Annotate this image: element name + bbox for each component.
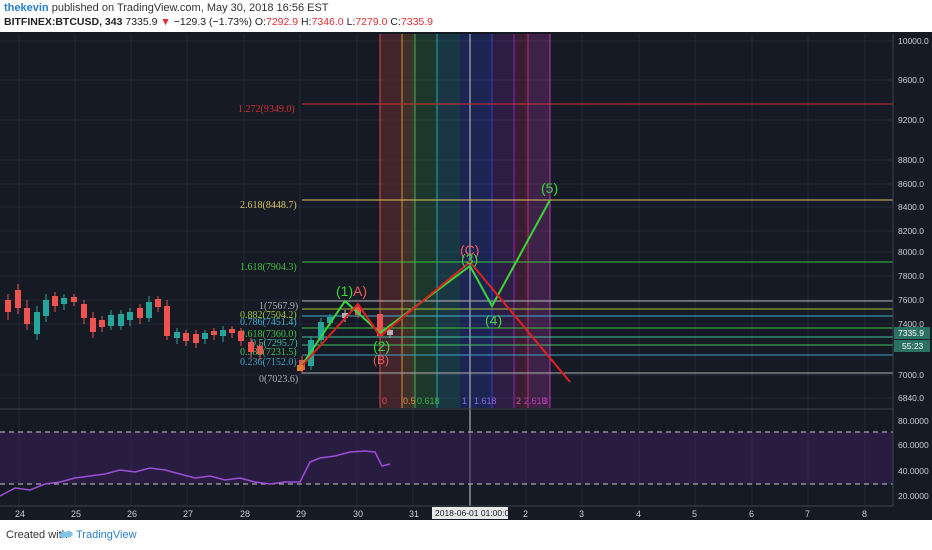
tradingview-link[interactable]: TradingView	[76, 529, 137, 541]
tz-label: 2.618	[524, 396, 547, 406]
tz-label: 0	[382, 396, 387, 406]
osc-tick: 60.0000	[898, 440, 929, 450]
author-link[interactable]: thekevin	[4, 2, 49, 14]
price-change: −129.3 (−1.73%)	[173, 16, 252, 28]
time-tick: 31	[409, 509, 419, 519]
price-tick: 7000.0	[898, 370, 924, 380]
time-tick: 4	[636, 509, 641, 519]
time-axis[interactable]: 24 25 26 27 28 29 30 31 2 3 4 5 6 7 8 20…	[0, 505, 932, 520]
last-price-tag	[894, 327, 930, 339]
price-tick: 8600.0	[898, 179, 924, 189]
price-tick: 8800.0	[898, 155, 924, 165]
footer: Created with TradingView	[0, 520, 932, 550]
high-value: 7346.0	[311, 16, 344, 28]
ohlc-line: BITFINEX:BTCUSD, 343 7335.9 ▼ −129.3 (−1…	[4, 16, 433, 28]
price-chart[interactable]: 0 0.5 0.618 1 1.618 2 2.618 3 1.272(9349…	[0, 32, 932, 520]
publish-line: thekevin published on TradingView.com, M…	[4, 2, 329, 14]
fib-label: 0.618(7360.0)	[240, 329, 297, 340]
chart-area[interactable]: 0 0.5 0.618 1 1.618 2 2.618 3 1.272(9349…	[0, 32, 932, 520]
low-label: L:	[346, 16, 356, 28]
wave-label-3: (3)	[461, 251, 478, 267]
fib-label: 0.882(7504.2)	[240, 310, 297, 321]
wave-label-b: (B)	[373, 353, 389, 367]
time-tick: 26	[127, 509, 137, 519]
fib-label: 0.382(7231.5)	[240, 347, 297, 358]
fib-label: 0.5(7295.7)	[251, 338, 298, 349]
tz-label: 0.618	[417, 396, 440, 406]
time-tick: 29	[296, 509, 306, 519]
price-tick: 8200.0	[898, 226, 924, 236]
wave-label-c: (C)	[460, 242, 479, 258]
time-tick: 7	[805, 509, 810, 519]
tz-label: 2	[516, 396, 521, 406]
wave-anchor	[297, 365, 303, 371]
fib-ext-label: 1.272(9349.0)	[238, 104, 295, 115]
published-text: published on TradingView.com, May 30, 20…	[51, 2, 329, 14]
time-tick: 28	[240, 509, 250, 519]
time-tick: 24	[15, 509, 25, 519]
wave-labels: (1) A) (2) (B) (C) (3) (4) (5)	[336, 180, 558, 367]
price-tick: 8000.0	[898, 247, 924, 257]
tz-label: 1.618	[474, 396, 497, 406]
high-label: H:	[301, 16, 312, 28]
grid-vertical	[18, 34, 866, 506]
time-tick: 2	[523, 509, 528, 519]
last-price: 7335.9	[125, 16, 158, 28]
close-value: 7335.9	[400, 16, 434, 28]
fib-retracement[interactable]: 1(7567.9) 0.882(7504.2) 0.786(7451.4) 0.…	[240, 300, 893, 385]
low-value: 7279.0	[355, 16, 388, 28]
time-tick: 8	[862, 509, 867, 519]
osc-tick: 80.0000	[898, 416, 929, 426]
osc-tick: 40.0000	[898, 466, 929, 476]
fib-label: 1(7567.9)	[259, 301, 298, 312]
tradingview-logo-icon	[59, 530, 73, 538]
countdown-tag	[894, 340, 930, 352]
wave-label-2: (2)	[373, 338, 390, 354]
correction-wave-line[interactable]	[299, 260, 571, 383]
down-arrow-icon: ▼	[160, 16, 171, 28]
fib-extension[interactable]: 1.272(9349.0) 2.618(8448.7) 1.618(7904.3…	[238, 103, 893, 273]
countdown-tag-text: 55:23	[902, 341, 924, 351]
open-label: O:	[254, 16, 266, 28]
price-axis[interactable]: 10000.0 9600.0 9200.0 8800.0 8600.0 8400…	[892, 34, 932, 506]
wave-label-a: A)	[353, 283, 367, 299]
fib-time-zone-labels: 0 0.5 0.618 1 1.618 2 2.618 3	[382, 396, 548, 406]
wave-label-4: (4)	[485, 312, 502, 328]
time-tick: 5	[692, 509, 697, 519]
fib-label: 0.236(7152.0)	[240, 357, 297, 368]
price-tick: 9600.0	[898, 75, 924, 85]
time-tick: 27	[183, 509, 193, 519]
chart-header: thekevin published on TradingView.com, M…	[0, 0, 932, 32]
price-tick: 7600.0	[898, 295, 924, 305]
time-tick: 30	[353, 509, 363, 519]
crosshair-time-text: 2018-06-01 01:00:00	[435, 508, 514, 518]
osc-tick: 20.0000	[898, 491, 929, 501]
fib-ext-label: 2.618(8448.7)	[240, 200, 297, 211]
fib-label: 0.786(7451.4)	[240, 317, 297, 328]
wave-label-1: (1)	[336, 283, 353, 299]
time-tick: 3	[579, 509, 584, 519]
price-tick: 7800.0	[898, 271, 924, 281]
fib-ext-label: 1.618(7904.3)	[240, 262, 297, 273]
wave-label-5: (5)	[541, 180, 558, 196]
last-price-tag-text: 7335.9	[898, 328, 924, 338]
symbol-label[interactable]: BITFINEX:BTCUSD, 343	[4, 16, 123, 28]
price-tick: 6840.0	[898, 393, 924, 403]
price-tick: 9200.0	[898, 115, 924, 125]
oscillator-pane[interactable]	[0, 431, 893, 497]
tz-label: 3	[543, 396, 548, 406]
tz-label: 1	[462, 396, 467, 406]
price-tick: 8400.0	[898, 202, 924, 212]
price-tick: 10000.0	[898, 36, 929, 46]
time-tick: 6	[749, 509, 754, 519]
price-tick: 7400.0	[898, 319, 924, 329]
created-with-text: Created with	[6, 529, 68, 541]
tz-label: 0.5	[403, 396, 416, 406]
time-tick: 25	[71, 509, 81, 519]
fib-label: 0(7023.6)	[259, 374, 298, 385]
open-value: 7292.9	[265, 16, 299, 28]
crosshair-time-label	[432, 507, 508, 519]
close-label: C:	[390, 16, 401, 28]
fib-time-zones[interactable]	[379, 34, 551, 408]
